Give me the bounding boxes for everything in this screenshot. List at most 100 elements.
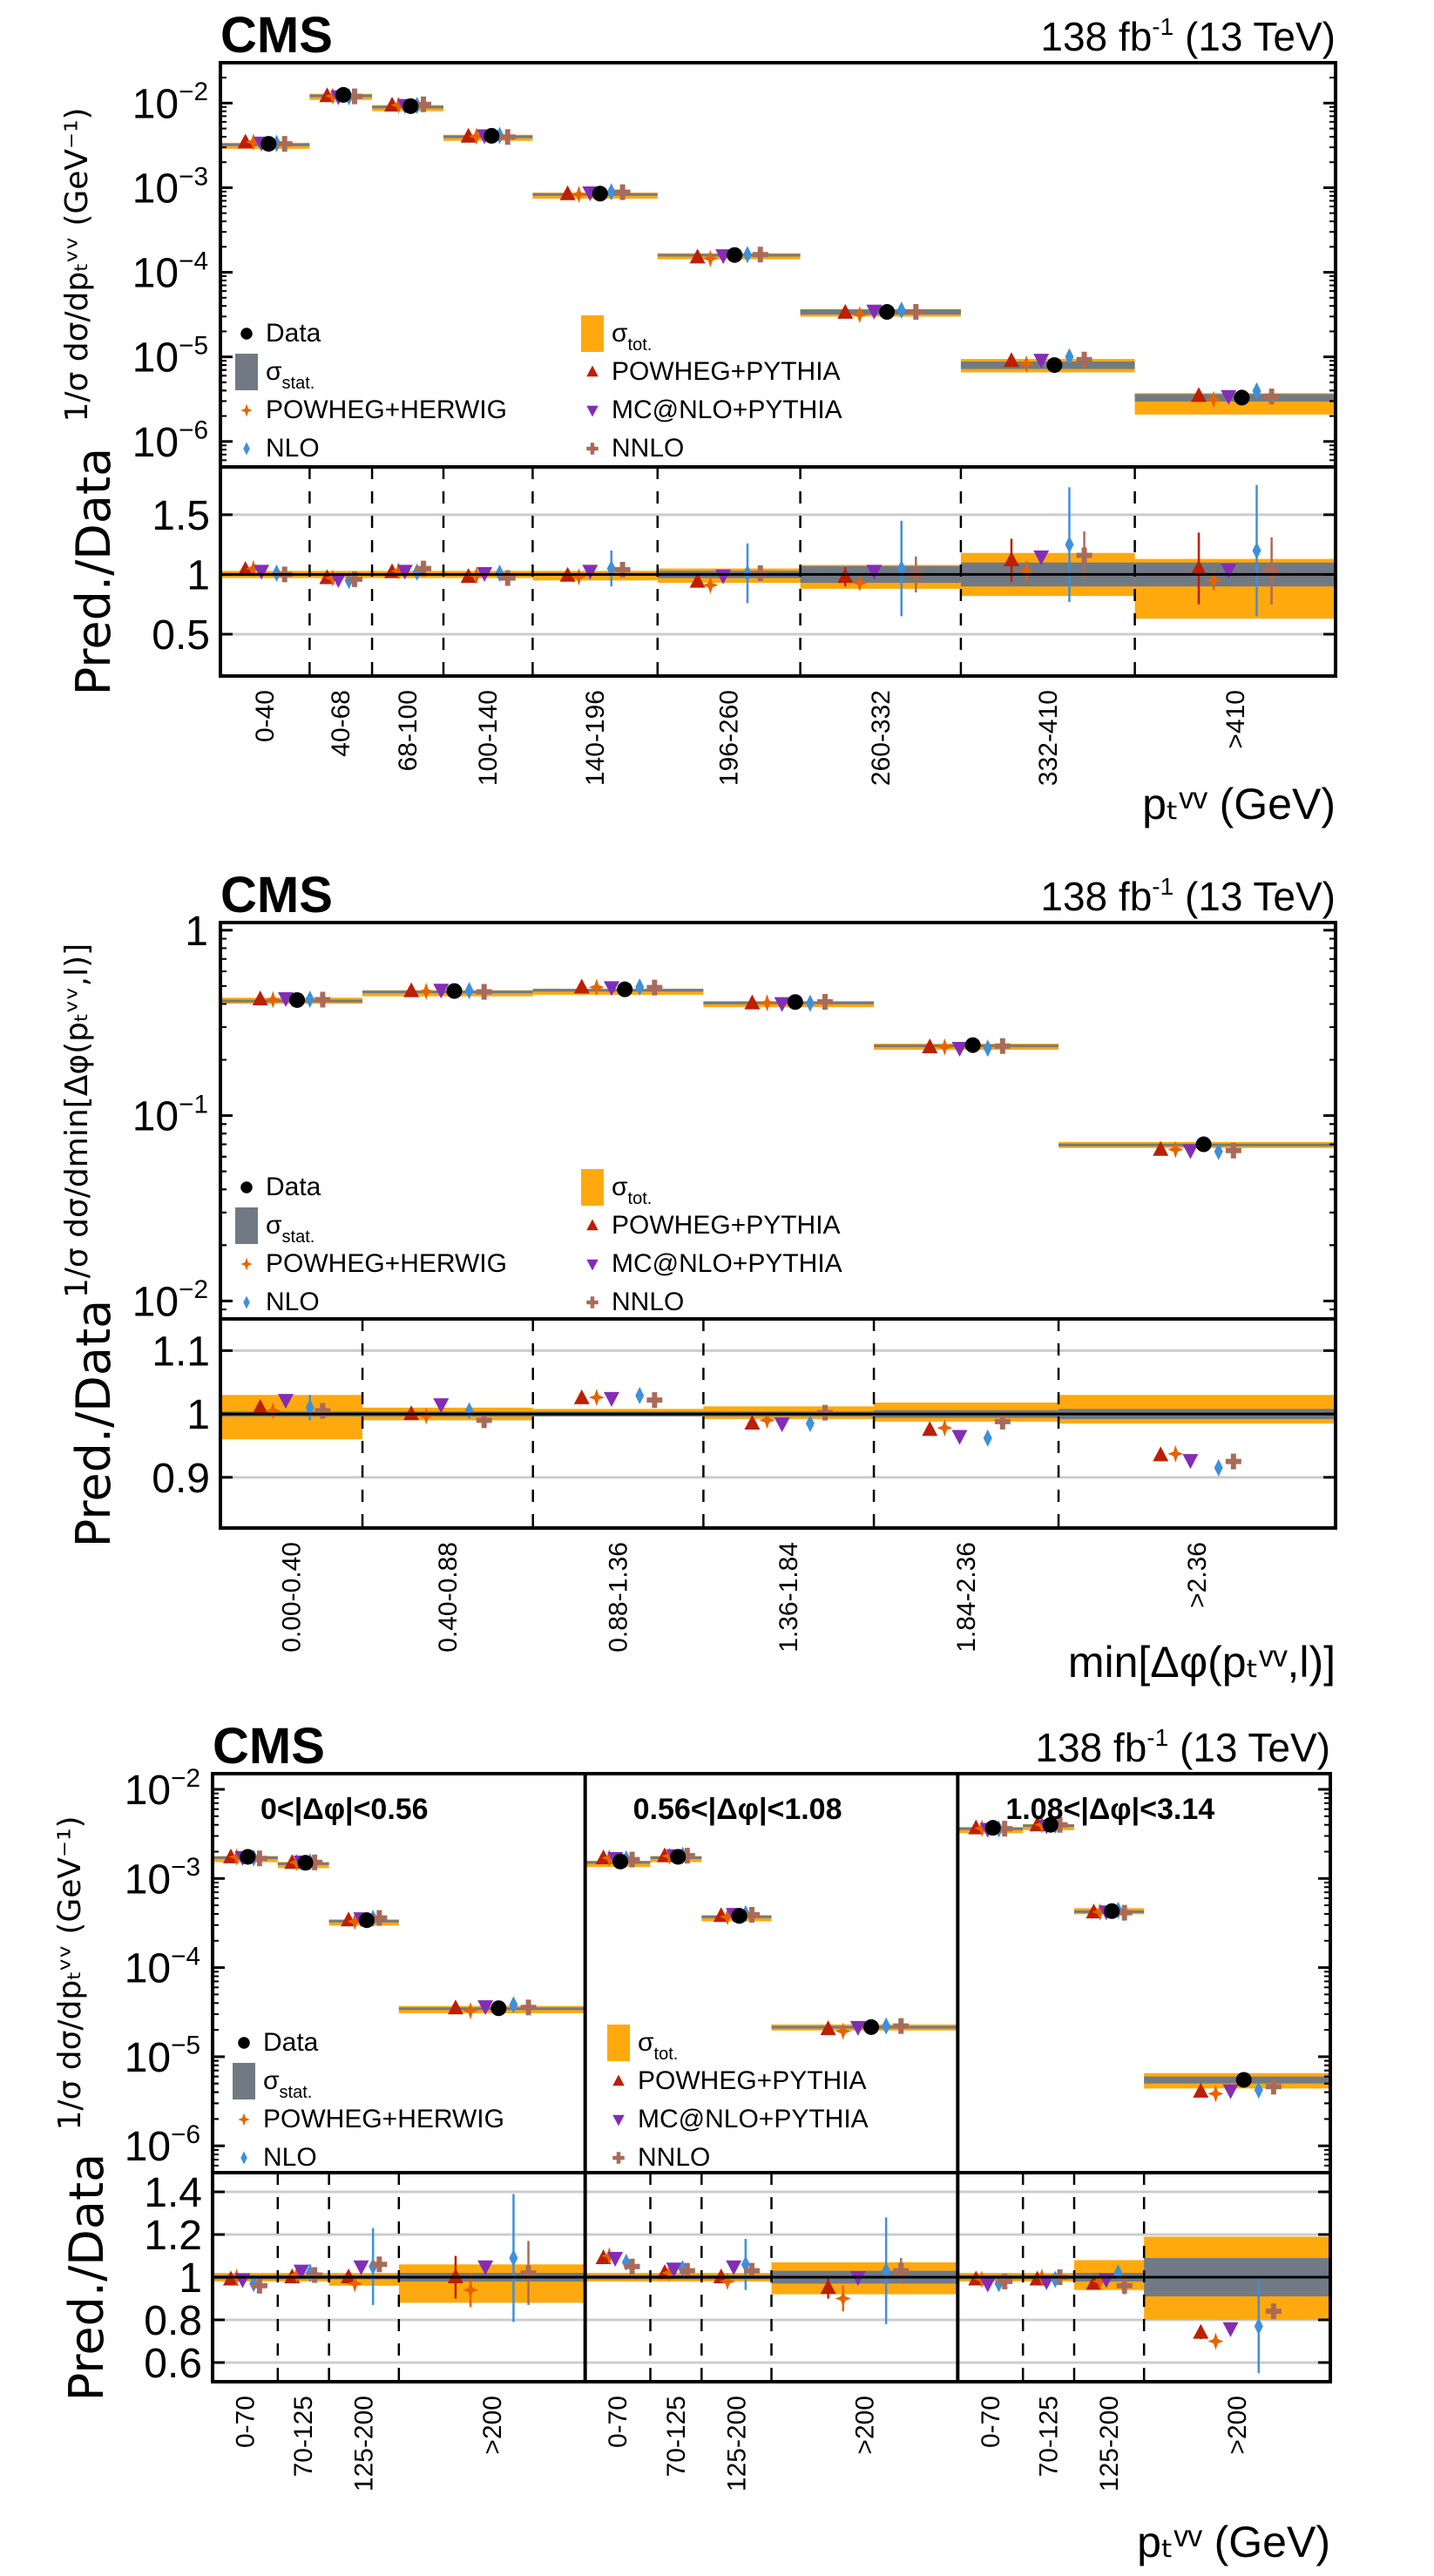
legend-item-nnlo: NNLO	[586, 1288, 684, 1316]
x-tick-label: >2.36	[1183, 1542, 1212, 1608]
x-tick-label: 0.88-1.36	[605, 1542, 633, 1653]
powheg-herwig-marker	[601, 1849, 618, 1867]
powheg-pythia-marker	[1153, 1446, 1169, 1462]
mcatnlo-pythia-marker	[1182, 1454, 1199, 1470]
tick-exponent: −2	[179, 78, 208, 106]
mcatnlo-pythia-marker	[1222, 2322, 1239, 2337]
powheg-herwig-marker	[390, 562, 407, 580]
y-axis-title: 1/σ dσ/dmin[Δφ(pₜᵛᵛ,l)]	[59, 943, 95, 1298]
legend-label: σstat.	[266, 1211, 315, 1247]
powheg-pythia-marker	[744, 994, 761, 1010]
nnlo-marker	[1052, 1816, 1068, 1833]
legend-item-nlo: NLO	[240, 2143, 317, 2172]
nlo-marker	[896, 559, 906, 578]
y-tick-label-text: 10−2	[125, 1764, 200, 1814]
tot-swatch-icon	[607, 2025, 630, 2061]
nnlo-marker	[371, 2256, 388, 2273]
powheg-herwig-marker	[851, 574, 868, 592]
mcatnlo-pythia-marker	[582, 565, 599, 580]
legend: Dataσstat.POWHEG+HERWIGNLOσtot.POWHEG+PY…	[235, 1169, 842, 1316]
nlo-marker	[1252, 382, 1262, 400]
legend-item-powheg_herwig: POWHEG+HERWIG	[240, 1249, 507, 1278]
panel-pt-dphi: 0-70 70-125 125-200 >200 0-70 70-125 125-200 >2…	[52, 1718, 1332, 2566]
legend-label: NLO	[266, 434, 320, 463]
nnlo-marker	[520, 1999, 537, 2016]
tick-exponent: −3	[171, 1853, 200, 1882]
powheg-herwig-marker	[1167, 1444, 1184, 1463]
powheg-pythia-marker	[1191, 387, 1207, 402]
nnlo-marker	[499, 129, 516, 145]
nnlo-marker	[251, 1850, 267, 1867]
powheg-herwig-marker	[324, 569, 341, 587]
mcatnlo-pythia-marker	[477, 2000, 494, 2016]
powheg-pythia-marker	[922, 1421, 938, 1437]
powheg-herwig-marker	[588, 978, 605, 997]
nnlo-marker	[1225, 1453, 1241, 1470]
legend-label: σtot.	[638, 2028, 678, 2064]
data-point	[490, 2000, 507, 2017]
y-tick-label: 10−2	[132, 78, 208, 127]
tick-base: 10	[125, 2035, 171, 2081]
legend-label: NNLO	[612, 434, 684, 463]
powheg-pythia-marker	[1193, 2323, 1209, 2339]
nnlo-marker	[679, 2262, 695, 2279]
mcatnlo-pythia-marker	[1221, 563, 1237, 578]
nnlo-marker	[476, 984, 492, 1000]
powheg-herwig-marker	[937, 1038, 953, 1056]
lumi-label: 138 fb-1 (13 TeV)	[1035, 1724, 1330, 1770]
nlo-marker	[243, 1295, 250, 1309]
powheg-pythia-marker	[612, 2074, 625, 2086]
powheg-herwig-marker	[851, 306, 868, 324]
nnlo-marker	[416, 96, 432, 112]
ratio-tick-label: 0.9	[152, 1456, 210, 1502]
tick-exponent: −2	[171, 1764, 200, 1793]
ratio-axis-title: Pred./Data	[59, 2153, 114, 2401]
nnlo-marker	[744, 1906, 761, 1923]
powheg-herwig-marker	[719, 2272, 735, 2290]
powheg-herwig-marker	[418, 982, 435, 1000]
powheg-herwig-marker	[588, 1389, 605, 1407]
nnlo-marker	[624, 2258, 640, 2275]
nlo-marker	[606, 559, 616, 578]
ratio-tot-band	[398, 2264, 585, 2303]
data-point	[240, 328, 253, 340]
nlo-marker	[1065, 536, 1074, 554]
nnlo-marker	[1265, 2303, 1282, 2320]
sigma-symbol: σ	[638, 2028, 654, 2057]
y-tick-label: 10−5	[125, 2032, 200, 2081]
energy-label: (13 TeV)	[1174, 14, 1336, 59]
y-tick-label: 10−4	[132, 247, 208, 296]
powheg-pythia-marker	[573, 978, 590, 994]
nlo-marker	[635, 1387, 645, 1404]
powheg-herwig-marker	[759, 994, 775, 1012]
legend-item-powheg_herwig: POWHEG+HERWIG	[238, 2105, 504, 2133]
legend-label: MC@NLO+PYTHIA	[612, 1249, 842, 1278]
powheg-herwig-marker	[702, 249, 719, 267]
powheg-pythia-marker	[1153, 1140, 1169, 1156]
powheg-pythia-marker	[1003, 352, 1019, 368]
ratio-tick-label: 0.5	[152, 612, 210, 659]
tick-base: 10	[132, 81, 179, 127]
x-tick-label: 68-100	[394, 690, 423, 771]
tick-base: 10	[132, 251, 179, 297]
nnlo-marker	[614, 561, 631, 578]
tick-exponent: −6	[179, 416, 208, 445]
region-label: 0.56<|Δφ|<1.08	[633, 1793, 842, 1826]
y-axis-title: 1/σ dσ/dpₜᵛᵛ (GeV⁻¹)	[52, 1815, 88, 2130]
sigma-symbol: σ	[612, 1173, 628, 1201]
legend-label: σstat.	[266, 357, 315, 393]
sigma-symbol: σ	[263, 2066, 280, 2095]
y-tick-label: 10−2	[125, 1764, 200, 1814]
powheg-herwig-marker	[468, 127, 484, 145]
data-point	[727, 247, 743, 263]
tick-base: 10	[125, 1946, 171, 1992]
legend-item-data: Data	[240, 319, 321, 348]
mcatnlo-pythia-marker	[666, 2262, 682, 2278]
tick-base: 10	[132, 335, 179, 382]
tick-base: 10	[132, 420, 179, 466]
ratio-frame	[219, 1317, 1337, 1530]
nnlo-marker	[315, 1403, 331, 1419]
x-tick-label: 0-70	[977, 2396, 1005, 2448]
legend-item-powheg_pythia: POWHEG+PYTHIA	[586, 1211, 841, 1240]
powheg-herwig-marker	[835, 2289, 851, 2308]
